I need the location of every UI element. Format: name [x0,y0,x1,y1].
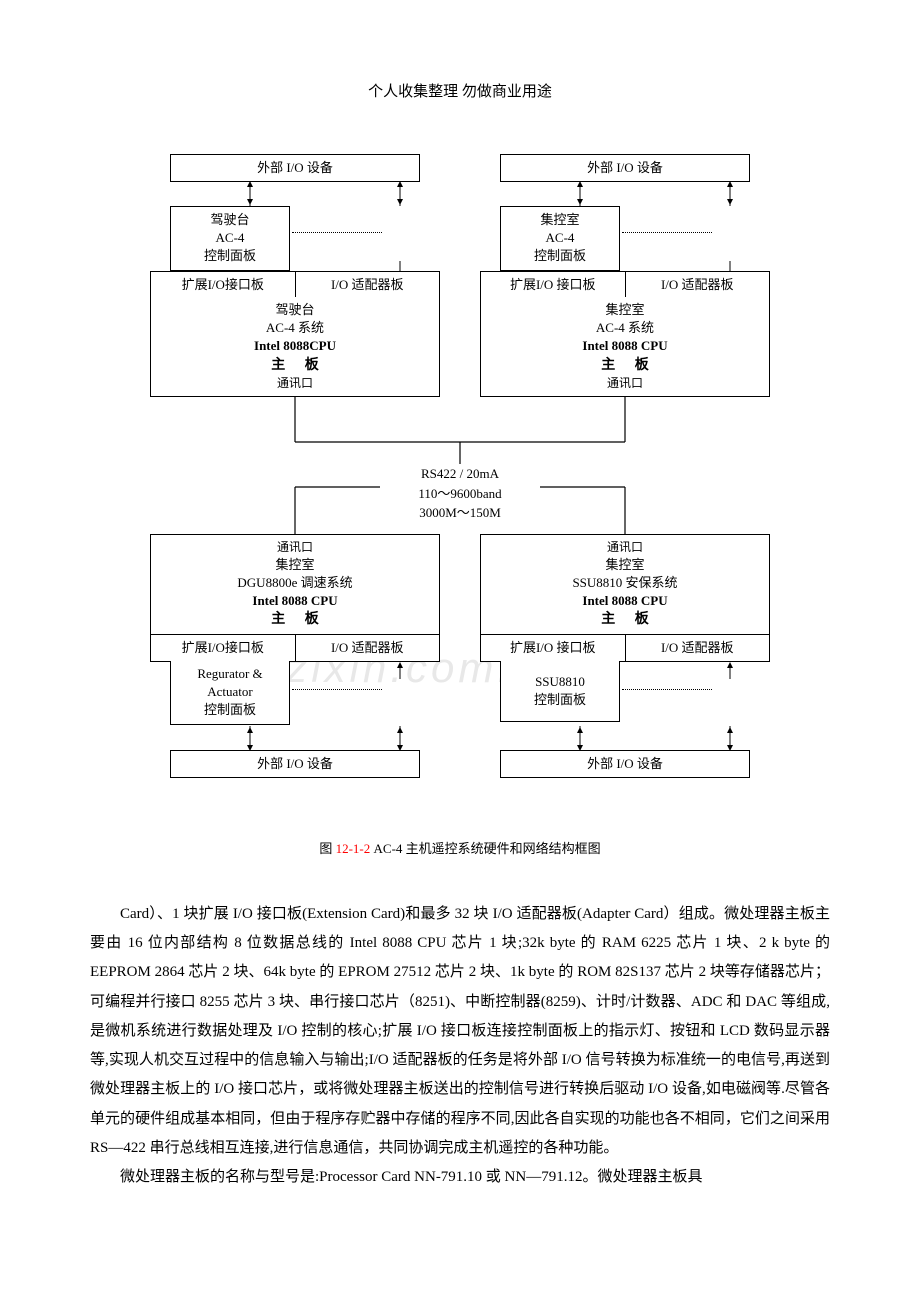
main-l1: 驾驶台 [153,301,437,319]
panel-box: Regurator & Actuator 控制面板 [170,661,290,725]
io-box: 外部 I/O 设备 [500,750,750,778]
caption-post: AC-4 主机遥控系统硬件和网络结构框图 [370,841,600,856]
panel-l2: 控制面板 [503,691,617,709]
main-cpu: Intel 8088CPU [153,337,437,355]
main-zhu: 主 板 [153,356,437,376]
main-port: 通讯口 [483,375,767,392]
system-diagram: www.zixin.com.cn 外部 I/O 设备 驾驶台 AC-4 控制面板… [150,154,770,809]
unit-top-left: 外部 I/O 设备 驾驶台 AC-4 控制面板 扩展I/O接口板 I/O 适配器… [150,154,440,182]
main-cpu: Intel 8088 CPU [153,592,437,610]
main-zhu: 主 板 [483,610,767,630]
adapter-box: I/O 适配器板 [626,271,771,299]
bus-l2: 110～9600band [380,484,540,504]
caption-pre: 图 [319,841,335,856]
main-cpu: Intel 8088 CPU [483,592,767,610]
main-cpu: Intel 8088 CPU [483,337,767,355]
ext-box: 扩展I/O接口板 [150,271,296,299]
main-board-box: 驾驶台 AC-4 系统 Intel 8088CPU 主 板 通讯口 [150,297,440,397]
main-zhu: 主 板 [483,356,767,376]
caption-number: 12-1-2 [336,841,371,856]
bus-l1: RS422 / 20mA [380,464,540,484]
main-l2: AC-4 系统 [483,319,767,337]
io-box: 外部 I/O 设备 [170,154,420,182]
main-l2: AC-4 系统 [153,319,437,337]
main-port: 通讯口 [153,539,437,556]
adapter-box: I/O 适配器板 [626,634,771,662]
dotted-connector [292,232,382,233]
main-l2: SSU8810 安保系统 [483,574,767,592]
main-l1: 集控室 [483,301,767,319]
page-header: 个人收集整理 勿做商业用途 [90,80,830,104]
panel-l1: Regurator & [173,665,287,683]
panel-l3: 控制面板 [173,247,287,265]
io-box: 外部 I/O 设备 [500,154,750,182]
dotted-connector [292,689,382,690]
figure-caption: 图 12-1-2 AC-4 主机遥控系统硬件和网络结构框图 [90,839,830,860]
main-zhu: 主 板 [153,610,437,630]
paragraph-1: Card）、1 块扩展 I/O 接口板(Extension Card)和最多 3… [90,900,830,1163]
main-board-box: 通讯口 集控室 DGU8800e 调速系统 Intel 8088 CPU 主 板 [150,534,440,634]
dotted-connector [622,232,712,233]
split-row: 扩展I/O 接口板 I/O 适配器板 [480,634,770,662]
ext-box: 扩展I/O 接口板 [480,634,626,662]
panel-box: 集控室 AC-4 控制面板 [500,206,620,271]
panel-l1: 集控室 [503,211,617,229]
main-port: 通讯口 [153,375,437,392]
main-board-box: 集控室 AC-4 系统 Intel 8088 CPU 主 板 通讯口 [480,297,770,397]
panel-l1: 驾驶台 [173,211,287,229]
main-board-box: 通讯口 集控室 SSU8810 安保系统 Intel 8088 CPU 主 板 [480,534,770,634]
panel-l3: 控制面板 [173,701,287,719]
ext-box: 扩展I/O 接口板 [480,271,626,299]
body-text: Card）、1 块扩展 I/O 接口板(Extension Card)和最多 3… [90,900,830,1193]
paragraph-2: 微处理器主板的名称与型号是:Processor Card NN-791.10 或… [90,1163,830,1192]
dotted-connector [622,689,712,690]
ext-box: 扩展I/O接口板 [150,634,296,662]
panel-box: SSU8810 控制面板 [500,661,620,722]
panel-box: 驾驶台 AC-4 控制面板 [170,206,290,271]
unit-top-right: 外部 I/O 设备 集控室 AC-4 控制面板 扩展I/O 接口板 I/O 适配… [480,154,770,182]
main-port: 通讯口 [483,539,767,556]
bus-label: RS422 / 20mA 110～9600band 3000M～150M [380,464,540,523]
panel-l3: 控制面板 [503,247,617,265]
bus-l3: 3000M～150M [380,503,540,523]
panel-l1: SSU8810 [503,673,617,691]
main-l2: DGU8800e 调速系统 [153,574,437,592]
panel-l2: Actuator [173,683,287,701]
adapter-box: I/O 适配器板 [296,271,441,299]
panel-l2: AC-4 [503,229,617,247]
main-l1: 集控室 [483,556,767,574]
adapter-box: I/O 适配器板 [296,634,441,662]
split-row: 扩展I/O接口板 I/O 适配器板 [150,271,440,299]
split-row: 扩展I/O接口板 I/O 适配器板 [150,634,440,662]
io-box: 外部 I/O 设备 [170,750,420,778]
split-row: 扩展I/O 接口板 I/O 适配器板 [480,271,770,299]
main-l1: 集控室 [153,556,437,574]
panel-l2: AC-4 [173,229,287,247]
